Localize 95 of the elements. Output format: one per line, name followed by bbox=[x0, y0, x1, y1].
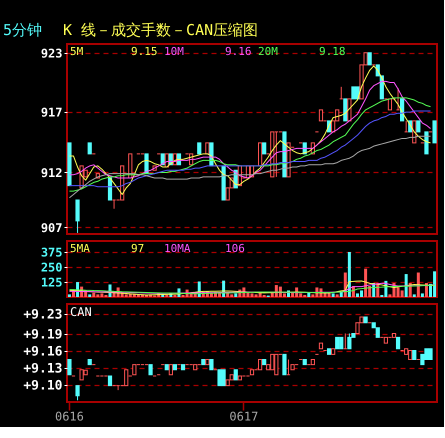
bar bbox=[328, 293, 331, 297]
candlestick bbox=[432, 120, 437, 144]
bar bbox=[254, 294, 258, 297]
y-tick-label: 125 bbox=[40, 276, 62, 290]
bar bbox=[132, 294, 136, 297]
text: 10M bbox=[164, 45, 184, 58]
candlestick bbox=[355, 86, 360, 100]
candlestick bbox=[132, 364, 136, 376]
candlestick bbox=[209, 359, 214, 370]
annotation: 106 bbox=[225, 242, 245, 255]
candlestick bbox=[80, 369, 84, 380]
bar bbox=[400, 290, 404, 297]
candlestick bbox=[258, 142, 262, 166]
bar bbox=[348, 252, 351, 297]
y-tick-label: 250 bbox=[40, 260, 62, 275]
candlestick bbox=[108, 375, 112, 386]
candlestick bbox=[75, 385, 80, 401]
candlestick bbox=[347, 332, 352, 350]
y-tick-label: +9.13 bbox=[23, 362, 62, 377]
chart-subtitle: K 线－成交手数－CAN压缩图 bbox=[63, 21, 258, 39]
bar bbox=[72, 291, 75, 297]
candlestick bbox=[368, 52, 372, 66]
candlestick bbox=[408, 350, 412, 360]
x-tick-label: 0616 bbox=[54, 410, 84, 424]
candlestick bbox=[75, 199, 80, 234]
candlestick bbox=[262, 142, 266, 154]
y-tick-label: +9.19 bbox=[23, 328, 62, 343]
bar bbox=[230, 294, 234, 297]
bar bbox=[332, 293, 335, 297]
candlestick bbox=[234, 369, 238, 380]
candlestick bbox=[412, 350, 416, 360]
candlestick bbox=[416, 120, 420, 132]
chart-title: 5分钟 bbox=[3, 21, 42, 39]
candlestick bbox=[396, 336, 400, 350]
y-tick-label: 907 bbox=[40, 220, 62, 235]
y-tick-label: 912 bbox=[40, 166, 62, 180]
bar bbox=[396, 287, 400, 297]
candlestick bbox=[343, 98, 348, 122]
candlestick bbox=[282, 354, 287, 376]
line-series bbox=[68, 80, 432, 178]
bar bbox=[360, 290, 364, 297]
line-series bbox=[68, 110, 432, 188]
bar bbox=[250, 293, 254, 297]
x-tick-label: 0617 bbox=[229, 410, 258, 424]
annotation: 9.18 bbox=[319, 45, 346, 58]
candlestick bbox=[335, 336, 340, 350]
annotation: 9.15 bbox=[131, 45, 158, 58]
bar bbox=[234, 293, 238, 297]
bar bbox=[404, 274, 408, 297]
line-series bbox=[68, 136, 432, 198]
candlestick bbox=[197, 142, 202, 154]
chart-title: CAN bbox=[70, 305, 92, 319]
y-tick-label: 375 bbox=[40, 246, 62, 260]
candlestick bbox=[318, 109, 324, 122]
candlestick bbox=[88, 142, 92, 154]
bar bbox=[416, 272, 420, 297]
candlestick bbox=[351, 86, 356, 100]
y-tick-label: 923 bbox=[40, 46, 62, 60]
candlestick bbox=[217, 369, 222, 386]
bar bbox=[433, 271, 436, 297]
candlestick bbox=[424, 131, 429, 154]
bar bbox=[68, 294, 71, 297]
y-tick-label: +9.23 bbox=[23, 308, 62, 323]
candlestick bbox=[274, 354, 278, 376]
candlestick bbox=[339, 336, 344, 350]
line-series bbox=[68, 97, 432, 192]
candlestick bbox=[400, 98, 404, 122]
bar bbox=[96, 294, 100, 297]
text: 10MA bbox=[164, 242, 191, 255]
candlestick bbox=[168, 364, 173, 376]
y-tick-label: +9.16 bbox=[23, 344, 63, 360]
bar bbox=[307, 292, 310, 297]
bar bbox=[124, 294, 128, 297]
candlestick bbox=[124, 369, 128, 386]
candlestick bbox=[412, 120, 416, 144]
y-tick-label: +9.10 bbox=[23, 378, 63, 394]
text: 20M bbox=[258, 45, 278, 58]
bar bbox=[336, 294, 339, 297]
candlestick bbox=[222, 369, 226, 386]
line-series bbox=[68, 65, 432, 195]
bar bbox=[88, 294, 92, 297]
candlestick bbox=[148, 364, 153, 376]
candlestick bbox=[428, 348, 433, 360]
bar bbox=[100, 293, 104, 297]
bar bbox=[340, 292, 343, 297]
annotation: 9.16 bbox=[225, 45, 252, 58]
y-tick-label: 917 bbox=[40, 106, 62, 120]
annotation: 97 bbox=[131, 242, 144, 255]
bar bbox=[412, 294, 416, 297]
bar bbox=[356, 293, 359, 297]
bar bbox=[420, 293, 424, 297]
candlestick bbox=[258, 359, 262, 370]
text: 5MA bbox=[70, 242, 90, 255]
text: 5M bbox=[70, 45, 84, 58]
bar bbox=[92, 292, 96, 297]
